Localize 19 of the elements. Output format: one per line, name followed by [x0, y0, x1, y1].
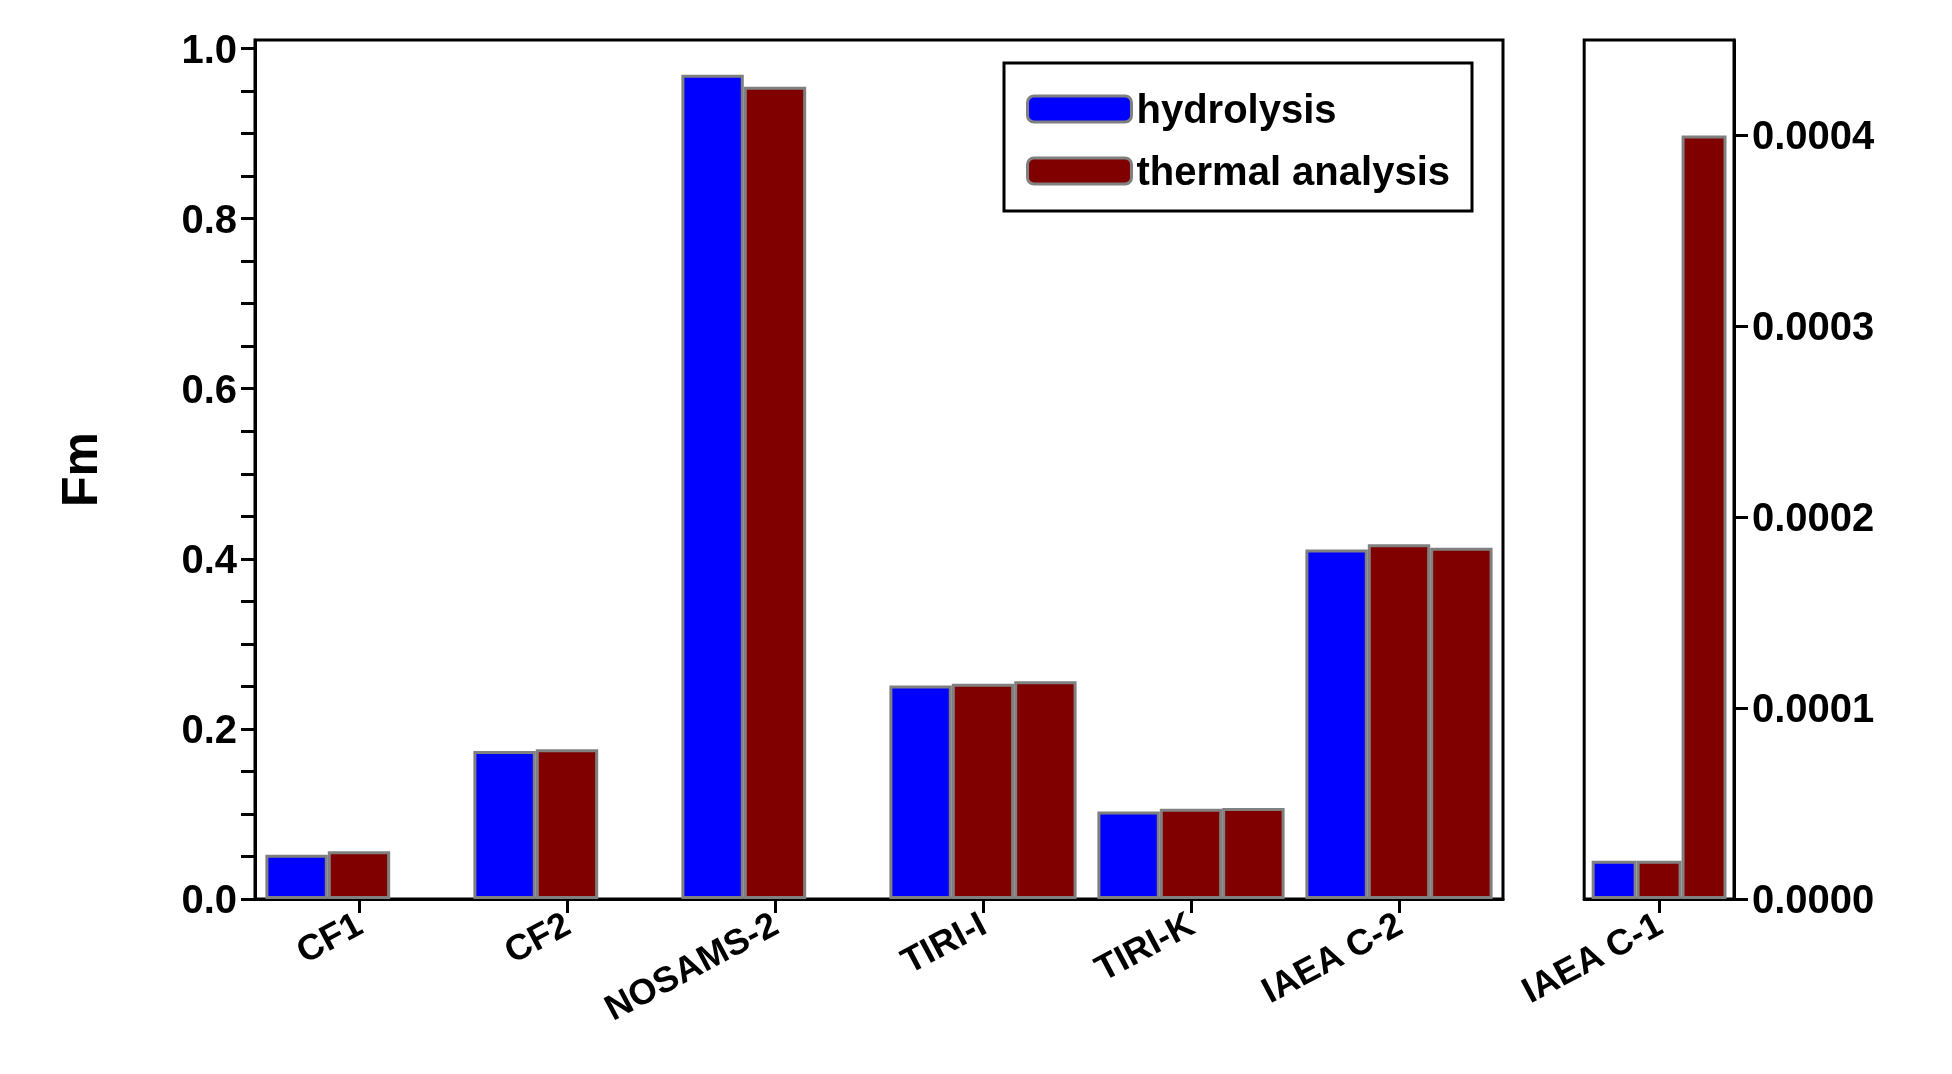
x-tick-label: IAEA C-1 [1514, 902, 1669, 1011]
x-tick-label: CF2 [497, 902, 577, 971]
y-tick-label: 0.8 [181, 196, 237, 241]
legend-label: thermal analysis [1136, 149, 1450, 193]
y2-tick-label: 0.0002 [1752, 495, 1875, 540]
x-tick-label: TIRI-I [893, 902, 993, 982]
y2-tick-label: 0.0003 [1752, 304, 1875, 349]
y-tick-label: 0.2 [181, 706, 237, 751]
y-tick-label: 0.4 [181, 536, 238, 581]
y-axis-title: Fm [52, 432, 108, 507]
y-tick-label: 0.0 [181, 877, 237, 921]
y2-tick-label: 0.0001 [1752, 686, 1875, 731]
y-tick-label: 1.0 [181, 26, 237, 71]
x-tick-label: CF1 [289, 902, 369, 971]
y2-tick-label: 0.0000 [1752, 877, 1875, 921]
y2-tick-label: 0.0004 [1752, 113, 1876, 158]
legend-label: hydrolysis [1136, 87, 1337, 131]
x-tick-label: IAEA C-2 [1254, 902, 1409, 1011]
y-tick-label: 0.6 [181, 366, 237, 411]
